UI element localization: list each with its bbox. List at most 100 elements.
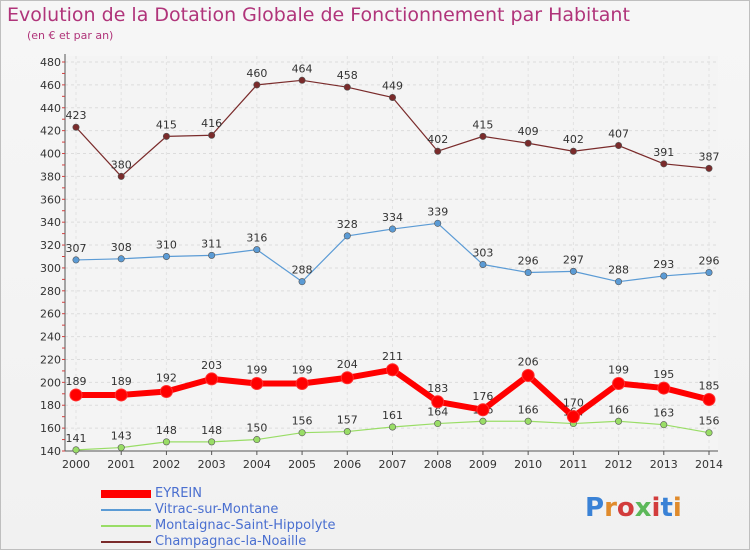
data-label: 464 bbox=[292, 62, 313, 75]
series-eyrein: 189 189 192 203 199 199 204 211 183 176 206 170 199 1… bbox=[66, 350, 720, 424]
data-label: 166 bbox=[608, 403, 629, 416]
data-point bbox=[434, 219, 442, 227]
chart-title: Evolution de la Dotation Globale de Fonc… bbox=[7, 4, 630, 26]
data-point bbox=[524, 139, 532, 147]
data-label: 141 bbox=[66, 432, 87, 445]
data-point bbox=[569, 267, 577, 275]
data-label: 161 bbox=[382, 409, 403, 422]
x-tick-label: 2007 bbox=[379, 458, 407, 471]
data-label: 391 bbox=[653, 146, 674, 159]
data-point bbox=[162, 253, 170, 261]
legend-swatch bbox=[101, 490, 151, 498]
proxiti-logo: Proxiti bbox=[585, 493, 682, 523]
x-tick-label: 2010 bbox=[514, 458, 542, 471]
data-point bbox=[660, 160, 668, 168]
data-point bbox=[72, 256, 80, 264]
data-label: 170 bbox=[563, 397, 584, 410]
data-label: 183 bbox=[427, 382, 448, 395]
y-tick-label: 340 bbox=[40, 216, 61, 229]
data-label: 195 bbox=[653, 368, 674, 381]
data-label: 163 bbox=[653, 407, 674, 420]
y-tick-label: 180 bbox=[40, 399, 61, 412]
data-label: 148 bbox=[201, 424, 222, 437]
legend-swatch bbox=[101, 541, 151, 543]
data-point bbox=[524, 269, 532, 277]
data-label: 296 bbox=[699, 255, 720, 268]
data-point bbox=[117, 444, 125, 452]
data-point bbox=[386, 363, 399, 377]
data-label: 204 bbox=[337, 358, 358, 371]
data-point bbox=[208, 251, 216, 259]
x-tick-label: 2009 bbox=[469, 458, 497, 471]
data-label: 311 bbox=[201, 237, 222, 250]
chart-subtitle: (en € et par an) bbox=[27, 29, 114, 42]
data-point bbox=[162, 132, 170, 140]
data-point bbox=[702, 393, 716, 407]
line-chart: 1401601802002202402602803003203403603804… bbox=[40, 54, 723, 471]
data-point bbox=[615, 142, 623, 150]
data-point bbox=[657, 381, 671, 395]
y-tick-label: 240 bbox=[40, 331, 61, 344]
data-label: 402 bbox=[563, 133, 584, 146]
data-point bbox=[295, 376, 309, 390]
data-label: 328 bbox=[337, 218, 358, 231]
data-point bbox=[615, 417, 623, 425]
data-point bbox=[162, 438, 170, 446]
data-label: 334 bbox=[382, 211, 403, 224]
data-label: 288 bbox=[608, 264, 629, 277]
data-label: 211 bbox=[382, 350, 403, 363]
x-tick-label: 2006 bbox=[333, 458, 361, 471]
y-tick-label: 160 bbox=[40, 422, 61, 435]
y-tick-label: 300 bbox=[40, 262, 61, 275]
x-tick-label: 2011 bbox=[559, 458, 587, 471]
y-tick-label: 440 bbox=[40, 102, 61, 115]
data-point bbox=[479, 261, 487, 269]
y-tick-label: 400 bbox=[40, 148, 61, 161]
data-label: 199 bbox=[292, 363, 313, 376]
data-point bbox=[298, 278, 306, 286]
data-label: 303 bbox=[472, 247, 493, 260]
data-point bbox=[660, 421, 668, 429]
data-point bbox=[117, 255, 125, 263]
data-label: 203 bbox=[201, 359, 222, 372]
data-point bbox=[117, 172, 125, 180]
data-label: 199 bbox=[246, 363, 267, 376]
data-label: 387 bbox=[699, 150, 720, 163]
data-label: 157 bbox=[337, 414, 358, 427]
data-point bbox=[205, 372, 219, 386]
data-point bbox=[253, 246, 261, 254]
data-label: 339 bbox=[427, 205, 448, 218]
data-point bbox=[479, 417, 487, 425]
data-point bbox=[343, 232, 351, 240]
x-tick-label: 2001 bbox=[107, 458, 135, 471]
data-point bbox=[298, 76, 306, 84]
data-point bbox=[660, 272, 668, 280]
data-point bbox=[705, 269, 713, 277]
plot-area bbox=[65, 56, 718, 451]
data-point bbox=[250, 376, 264, 390]
data-point bbox=[69, 388, 83, 402]
legend-label: EYREIN bbox=[155, 486, 202, 501]
y-tick-label: 360 bbox=[40, 193, 61, 206]
data-point bbox=[476, 403, 490, 417]
data-label: 150 bbox=[246, 422, 267, 435]
data-label: 189 bbox=[66, 375, 87, 388]
data-point bbox=[566, 410, 580, 424]
data-point bbox=[521, 368, 535, 382]
data-label: 297 bbox=[563, 253, 584, 266]
x-tick-label: 2005 bbox=[288, 458, 316, 471]
data-point bbox=[208, 438, 216, 446]
grid: 1401601802002202402602803003203403603804… bbox=[40, 56, 718, 458]
legend-label: Vitrac-sur-Montane bbox=[155, 502, 279, 517]
x-tick-label: 2003 bbox=[198, 458, 226, 471]
legend-swatch bbox=[101, 525, 151, 527]
y-tick-label: 280 bbox=[40, 285, 61, 298]
data-point bbox=[253, 436, 261, 444]
data-label: 423 bbox=[66, 109, 87, 122]
series-champagnac-la-noaille: 423 380 415 416 460 464 458 449 402 415 409 402 407 3… bbox=[66, 62, 720, 180]
data-label: 308 bbox=[111, 241, 132, 254]
data-point bbox=[298, 429, 306, 437]
x-tick-label: 2004 bbox=[243, 458, 271, 471]
y-tick-label: 220 bbox=[40, 353, 61, 366]
